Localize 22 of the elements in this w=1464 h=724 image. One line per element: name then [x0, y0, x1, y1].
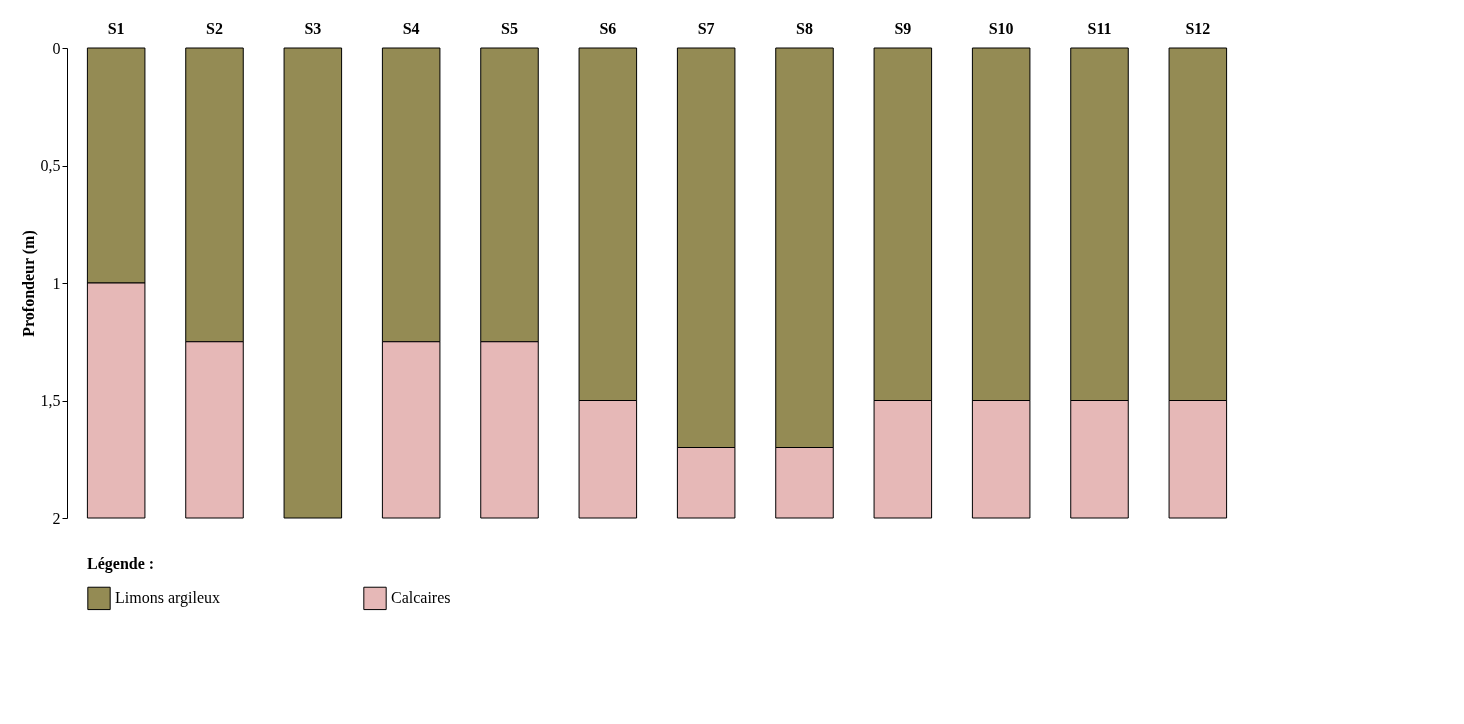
legend-label: Limons argileux: [115, 589, 221, 608]
x-tick-label: S12: [1185, 19, 1211, 37]
x-tick-label: S3: [304, 19, 322, 37]
x-tick-label: S10: [988, 19, 1014, 37]
y-tick-label: 0: [52, 39, 61, 57]
x-tick-label: S11: [1087, 19, 1112, 37]
x-tick-label: S4: [402, 19, 420, 37]
x-tick-label: S1: [107, 19, 125, 37]
x-tick-label: S5: [501, 19, 518, 37]
x-tick-label: S7: [697, 19, 715, 37]
legend-title: Légende :: [87, 555, 155, 573]
x-tick-label: S8: [796, 19, 813, 37]
x-tick-label: S9: [894, 19, 912, 37]
y-tick-label: 1: [52, 274, 61, 292]
y-tick-label: 1,5: [40, 392, 61, 409]
y-axis-title: Profondeur (m): [19, 230, 38, 337]
y-tick-label: 0,5: [40, 157, 61, 174]
legend-label: Calcaires: [391, 589, 451, 607]
bar: [283, 47, 343, 519]
y-tick-label: 2: [52, 509, 61, 527]
x-tick-label: S6: [599, 19, 617, 37]
x-tick-label: S2: [206, 19, 223, 37]
